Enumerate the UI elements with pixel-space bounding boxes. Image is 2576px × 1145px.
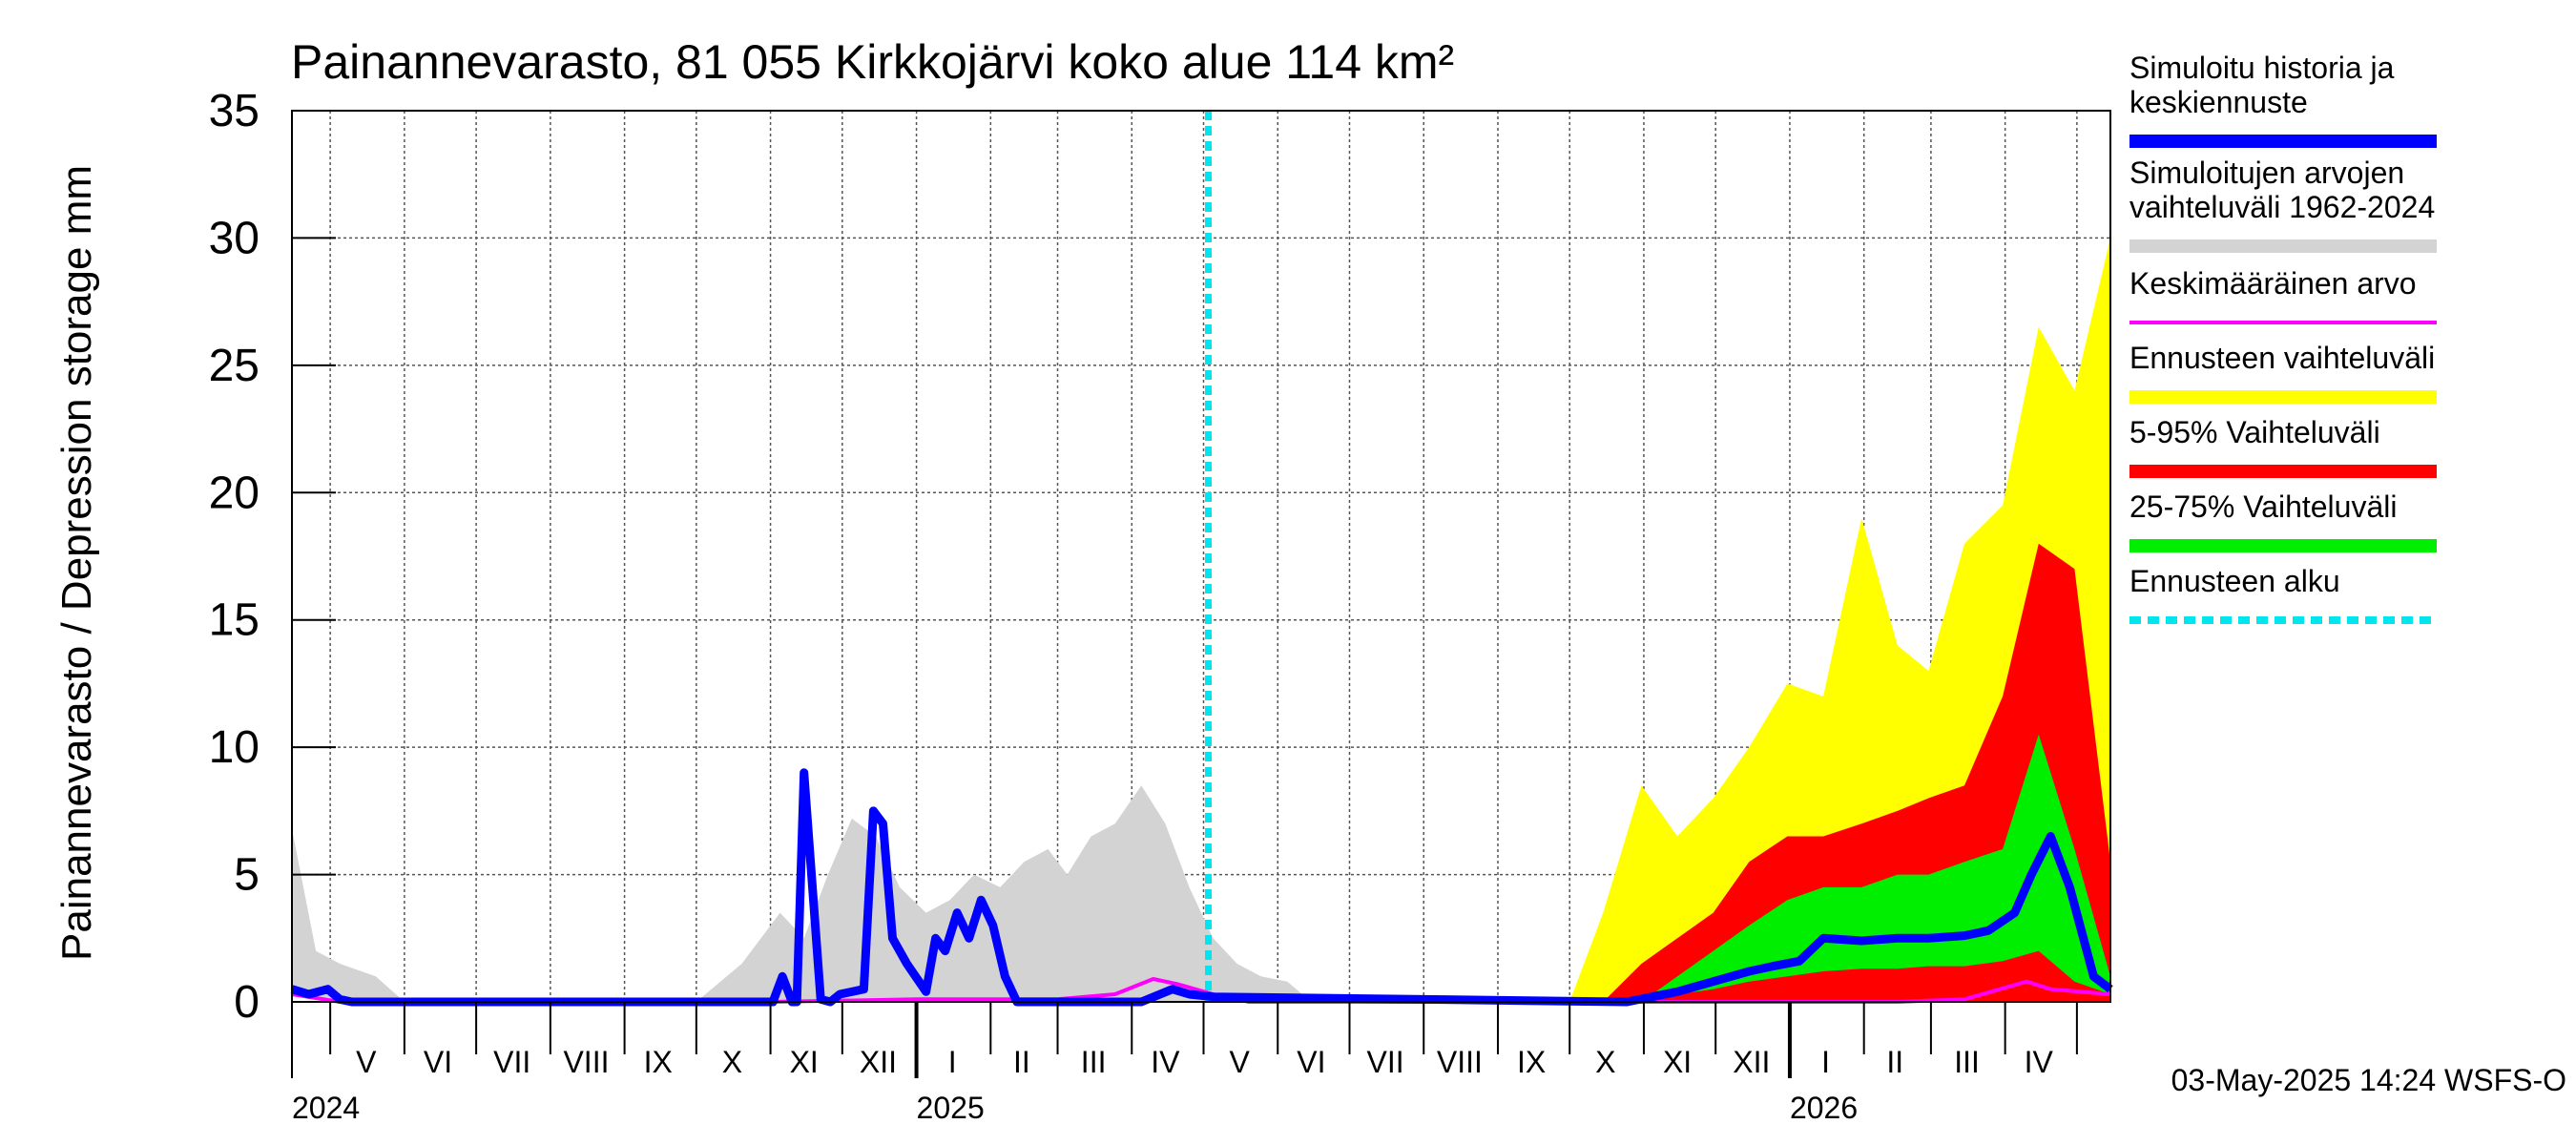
month-label: VIII (1437, 1045, 1483, 1079)
month-label: XI (790, 1045, 819, 1079)
legend-label-line: Keskimääräinen arvo (2129, 266, 2417, 301)
month-label: II (1013, 1045, 1030, 1079)
y-axis-label: Painannevarasto / Depression storage mm (53, 165, 100, 961)
month-label: VIII (563, 1045, 609, 1079)
month-label: XII (1733, 1045, 1770, 1079)
y-tick-label: 20 (209, 468, 260, 518)
month-label: III (1081, 1045, 1107, 1079)
month-label: I (1821, 1045, 1830, 1079)
timestamp-footer: 03-May-2025 14:24 WSFS-O (2171, 1063, 2566, 1097)
legend-label: Ennusteen vaihteluväli (2129, 341, 2435, 375)
legend-label-line: Ennusteen vaihteluväli (2129, 341, 2435, 375)
month-label: IV (1151, 1045, 1180, 1079)
y-tick-label: 0 (234, 977, 260, 1028)
month-label: IX (1517, 1045, 1546, 1079)
month-label: II (1886, 1045, 1903, 1079)
month-label: V (1229, 1045, 1250, 1079)
y-tick-label: 35 (209, 86, 260, 136)
month-label: XI (1663, 1045, 1692, 1079)
y-tick-label: 25 (209, 341, 260, 391)
y-tick-label: 30 (209, 213, 260, 263)
legend-label: Simuloitu historia ja keskiennuste (2129, 51, 2395, 119)
plot-border (291, 110, 2111, 1003)
month-label: I (948, 1045, 957, 1079)
legend-label-line: 25-75% Vaihteluväli (2129, 489, 2397, 524)
month-label: XII (860, 1045, 897, 1079)
legend-label-line: 5-95% Vaihteluväli (2129, 415, 2380, 449)
year-label: 2025 (917, 1091, 985, 1125)
legend-label-line: keskiennuste (2129, 85, 2308, 119)
legend: Simuloitu historia ja keskiennusteSimuloi… (2129, 51, 2437, 624)
band-00ee00 (1641, 734, 2110, 1002)
legend-label-line: Simuloitujen arvojen (2129, 156, 2404, 190)
legend-label: Keskimääräinen arvo (2129, 266, 2417, 301)
month-label: IV (2025, 1045, 2054, 1079)
legend-label: Ennusteen alku (2129, 564, 2340, 598)
legend-label-line: vaihteluväli 1962-2024 (2129, 190, 2435, 224)
line-0000ff (290, 768, 2113, 1007)
month-label: X (1595, 1045, 1615, 1079)
month-label: VII (1367, 1045, 1404, 1079)
month-label: VI (1297, 1045, 1325, 1079)
month-label: VI (424, 1045, 452, 1079)
y-tick-label: 15 (209, 595, 260, 646)
chart-title: Painannevarasto, 81 055 Kirkkojärvi koko… (291, 35, 1454, 89)
month-label: V (356, 1045, 377, 1079)
month-label: VII (493, 1045, 530, 1079)
month-label: IX (644, 1045, 673, 1079)
legend-label-line: Simuloitu historia ja (2129, 51, 2395, 85)
y-tick-label: 5 (234, 850, 260, 901)
year-label: 2026 (1790, 1091, 1858, 1125)
legend-label: 25-75% Vaihteluväli (2129, 489, 2397, 524)
legend-label-line: Ennusteen alku (2129, 564, 2340, 598)
month-label: III (1954, 1045, 1980, 1079)
legend-label: Simuloitujen arvojen vaihteluväli 1962-20… (2129, 156, 2435, 224)
legend-label: 5-95% Vaihteluväli (2129, 415, 2380, 449)
year-label: 2024 (292, 1091, 360, 1125)
y-tick-label: 10 (209, 722, 260, 773)
month-label: X (722, 1045, 742, 1079)
